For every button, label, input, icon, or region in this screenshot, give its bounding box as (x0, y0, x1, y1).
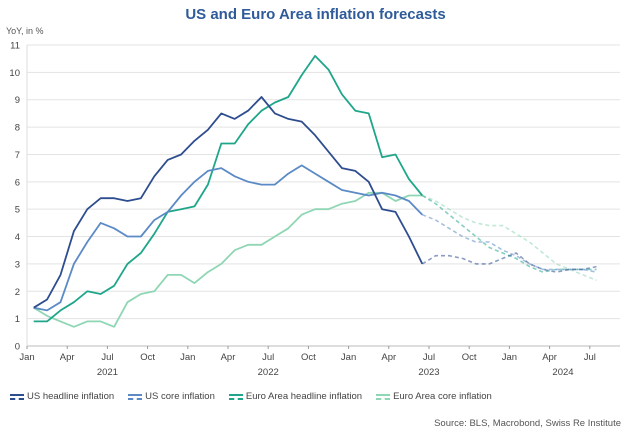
actual-line-euro-area-core-inflation (33, 191, 423, 328)
x-tick-label: Jul (584, 352, 596, 363)
x-tick-label: Jan (180, 352, 195, 363)
legend-item-euro-core[interactable]: Euro Area core inflation (376, 391, 492, 402)
legend-swatch-icon (376, 393, 391, 400)
x-tick-label: Jul (262, 352, 274, 363)
x-tick-label: Jan (502, 352, 517, 363)
x-tick-label: Jul (101, 352, 113, 363)
y-tick-label: 5 (15, 205, 20, 216)
x-axis: Jan Apr Jul Oct Jan Apr Jul Oct Jan Apr Jul Oct Jan A… (19, 45, 620, 378)
legend-label: Euro Area headline inflation (245, 391, 363, 402)
y-axis-label: YoY, in % (6, 26, 44, 36)
forecast-line-us-headline-inflation (421, 252, 597, 273)
source-note: Source: BLS, Macrobond, Swiss Re Institu… (434, 418, 621, 429)
chart-title: US and Euro Area inflation forecasts (185, 6, 446, 23)
legend-swatch-icon (128, 393, 143, 400)
x-tick-label: Apr (60, 352, 75, 363)
x-tick-label: Oct (462, 352, 477, 363)
y-tick-label: 10 (9, 68, 20, 79)
x-tick-label: Apr (221, 352, 236, 363)
legend-swatch-icon (228, 393, 243, 400)
y-tick-label: 2 (15, 287, 20, 298)
y-tick-label: 7 (15, 150, 20, 161)
legend-label: US core inflation (145, 391, 215, 402)
year-label: 2021 (97, 367, 118, 378)
y-tick-label: 1 (15, 314, 20, 325)
forecast-line-euro-area-headline-inflation (421, 194, 597, 273)
legend-label: US headline inflation (27, 391, 115, 402)
actual-line-us-core-inflation (33, 164, 423, 312)
y-tick-label: 4 (15, 232, 20, 243)
x-tick-label: Jul (423, 352, 435, 363)
x-tick-label: Oct (301, 352, 316, 363)
y-tick-label: 3 (15, 259, 20, 270)
y-tick-label: 9 (15, 95, 20, 106)
actual-line-euro-area-headline-inflation (33, 55, 423, 323)
x-tick-label: Oct (140, 352, 155, 363)
y-tick-label: 6 (15, 177, 20, 188)
x-tick-label: Apr (542, 352, 557, 363)
y-tick-label: 11 (10, 41, 20, 52)
legend: US headline inflation US core inflation … (10, 391, 492, 402)
y-tick-labels: 0 1 2 3 4 5 6 7 8 9 10 11 (9, 41, 20, 353)
year-label: 2024 (552, 367, 573, 378)
x-tick-label: Apr (381, 352, 396, 363)
legend-swatch-icon (10, 393, 24, 400)
actual-line-us-headline-inflation (33, 96, 424, 309)
y-tick-label: 8 (15, 123, 20, 134)
gridlines (27, 44, 620, 320)
legend-item-us-core[interactable]: US core inflation (128, 391, 215, 402)
forecast-line-euro-area-core-inflation (421, 194, 597, 282)
legend-label: Euro Area core inflation (393, 391, 492, 402)
y-tick-label: 0 (15, 342, 20, 353)
series-lines (33, 55, 597, 328)
x-tick-label: Jan (19, 352, 34, 363)
x-tick-label: Jan (341, 352, 356, 363)
legend-item-euro-headline[interactable]: Euro Area headline inflation (228, 391, 363, 402)
year-label: 2023 (418, 367, 439, 378)
legend-item-us-headline[interactable]: US headline inflation (10, 391, 114, 402)
year-label: 2022 (258, 367, 279, 378)
